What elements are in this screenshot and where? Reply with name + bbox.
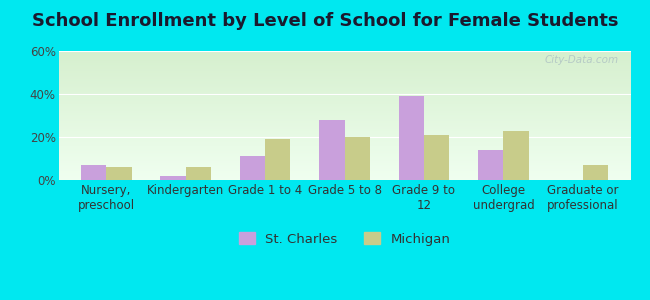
Legend: St. Charles, Michigan: St. Charles, Michigan [233,227,456,251]
Bar [160,176,186,180]
Bar [240,156,265,180]
Bar [81,165,106,180]
Bar [319,120,344,180]
Text: School Enrollment by Level of School for Female Students: School Enrollment by Level of School for… [32,12,618,30]
Bar [424,135,449,180]
Bar [503,130,529,180]
Text: City-Data.com: City-Data.com [545,55,619,65]
Bar [344,137,370,180]
Bar [583,165,608,180]
Bar [106,167,131,180]
Bar [186,167,211,180]
Bar [265,139,291,180]
Bar [478,150,503,180]
Bar [398,96,424,180]
